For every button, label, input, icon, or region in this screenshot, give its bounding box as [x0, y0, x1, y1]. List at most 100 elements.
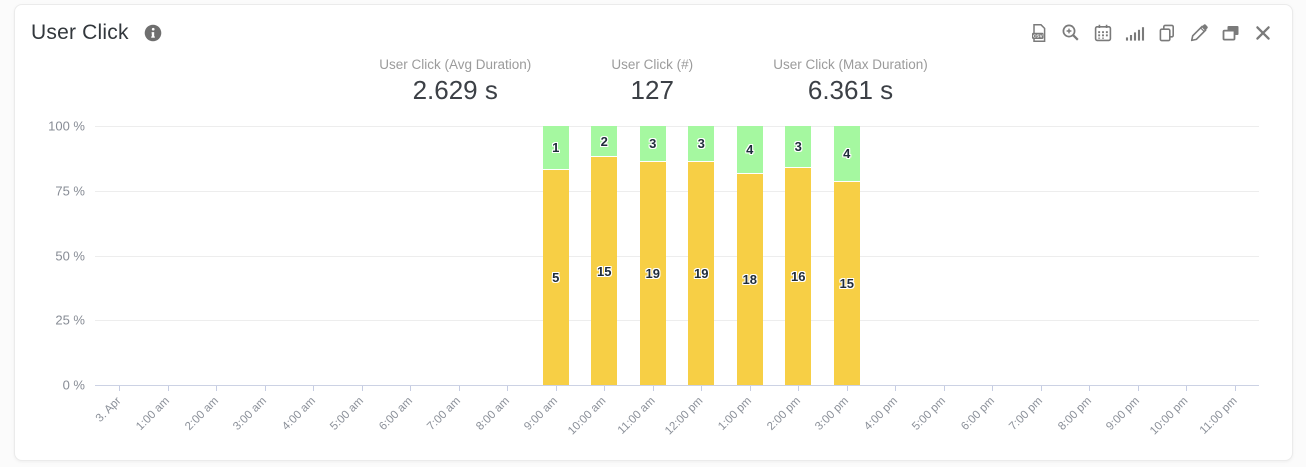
bar-segment-green[interactable]: 4 [736, 126, 763, 174]
plot-area: 1 5 2 15 3 19 3 19 4 18 3 16 4 15 100 % 75 % 50 % 25 % 0 … [48, 119, 1260, 393]
gridline [95, 126, 1259, 127]
bar-slot [483, 126, 532, 385]
x-axis-tick-label: 10:00 pm [1148, 395, 1191, 438]
bar-segment-yellow[interactable]: 5 [542, 169, 569, 385]
x-axis-tick-label: 4:00 pm [861, 395, 900, 433]
stacked-bar[interactable]: 3 16 [785, 126, 812, 385]
bar-slot: 3 19 [677, 126, 726, 385]
kpi-avg-duration: User Click (Avg Duration) 2.629 s [379, 56, 531, 105]
bar-segment-green[interactable]: 3 [785, 126, 812, 167]
x-axis-tick-label: 12:00 pm [663, 395, 706, 438]
tile-toolbar: CSV [1028, 22, 1274, 44]
bar-slot [968, 126, 1017, 385]
bar-segment-green[interactable]: 3 [688, 126, 715, 162]
bar-slot: 3 19 [629, 126, 678, 385]
bar-segment-value: 2 [600, 133, 608, 149]
x-axis-tick [410, 386, 412, 391]
x-axis-tick-label: 5:00 pm [910, 395, 949, 433]
calendar-icon[interactable] [1092, 22, 1114, 44]
x-axis-tick-label: 11:00 pm [1197, 395, 1240, 437]
bar-segment-value: 3 [697, 136, 705, 152]
bar-segment-yellow[interactable]: 18 [736, 173, 763, 385]
bar-segment-yellow[interactable]: 19 [639, 161, 666, 385]
x-axis-tick [361, 386, 363, 391]
export-csv-icon[interactable]: CSV [1028, 22, 1050, 44]
x-axis-tick-label: 9:00 pm [1104, 395, 1143, 433]
x-axis-tick [458, 386, 460, 391]
tile-header: User Click CSV [15, 5, 1292, 48]
bar-segment-green[interactable]: 1 [542, 126, 569, 170]
windows-icon[interactable] [1220, 22, 1242, 44]
x-axis-tick-label: 3. Apr [93, 395, 124, 425]
bar-slot: 4 18 [726, 126, 775, 385]
bar-segment-value: 5 [552, 270, 560, 286]
bar-slot [1211, 126, 1260, 385]
x-axis-tick-label: 11:00 am [615, 395, 658, 437]
bar-slot [1114, 126, 1163, 385]
bar-slot [920, 126, 969, 385]
bar-segment-value: 1 [552, 140, 560, 156]
x-axis-tick [1186, 386, 1188, 391]
x-axis-tick [895, 386, 897, 391]
bar-segment-green[interactable]: 2 [591, 126, 618, 157]
stacked-bar[interactable]: 3 19 [688, 126, 715, 385]
x-axis-tick [167, 386, 169, 391]
x-axis-tick-label: 8:00 pm [1055, 395, 1094, 433]
bar-segment-yellow[interactable]: 15 [591, 156, 618, 385]
stacked-bar[interactable]: 2 15 [591, 126, 618, 385]
x-axis: 3. Apr 1:00 am 2:00 am 3:00 am 4:00 am 5:00 a… [93, 386, 1259, 458]
bar-slot [192, 126, 241, 385]
user-click-tile: User Click CSV [14, 4, 1293, 461]
bar-slot [1017, 126, 1066, 385]
x-axis-tick-label: 6:00 pm [958, 395, 997, 433]
bar-segment-value: 18 [742, 272, 757, 288]
bar-slot [386, 126, 435, 385]
x-axis-tick-label: 4:00 am [279, 395, 318, 433]
x-axis-tick-label: 6:00 am [376, 395, 415, 433]
gridline [95, 320, 1259, 322]
x-axis-tick [604, 386, 606, 391]
x-axis-tick [652, 386, 654, 391]
bar-segment-value: 3 [649, 136, 657, 152]
bar-segment-value: 19 [645, 266, 660, 282]
x-axis-tick-label: 3:00 pm [813, 395, 852, 433]
bar-segment-value: 3 [794, 138, 802, 154]
gridline [95, 255, 1259, 257]
bar-segment-green[interactable]: 4 [833, 126, 860, 181]
edit-icon[interactable] [1188, 22, 1210, 44]
bar-slot [1065, 126, 1114, 385]
y-axis-tick-label: 25 % [55, 312, 85, 328]
bar-slot [95, 126, 144, 385]
x-axis-tick [798, 386, 800, 391]
bar-slot [144, 126, 193, 385]
stacked-bar[interactable]: 4 15 [833, 126, 860, 385]
zoom-in-icon[interactable] [1060, 22, 1082, 44]
info-icon[interactable] [144, 24, 162, 42]
bar-segment-value: 4 [843, 145, 851, 161]
bar-slot: 2 15 [580, 126, 629, 385]
stacked-bar[interactable]: 3 19 [639, 126, 666, 385]
x-axis-tick [264, 386, 266, 391]
close-icon[interactable] [1252, 22, 1274, 44]
x-axis-tick-label: 7:00 am [425, 395, 464, 433]
bar-segment-value: 4 [746, 142, 754, 158]
y-axis-tick-label: 0 % [62, 377, 85, 393]
bar-segment-green[interactable]: 3 [639, 126, 666, 162]
bar-slot [289, 126, 338, 385]
chart-bars-icon[interactable] [1124, 22, 1146, 44]
bar-slot [435, 126, 484, 385]
bar-segment-value: 15 [597, 263, 612, 279]
x-axis-tick [119, 386, 121, 391]
bar-segment-yellow[interactable]: 15 [833, 180, 860, 385]
x-axis-tick-label: 1:00 pm [716, 395, 755, 433]
kpi-row: User Click (Avg Duration) 2.629 s User C… [15, 56, 1292, 105]
stacked-bar[interactable]: 4 18 [736, 126, 763, 385]
bar-segment-yellow[interactable]: 19 [688, 161, 715, 385]
x-axis-tick [1137, 386, 1139, 391]
kpi-label: User Click (Max Duration) [773, 57, 928, 72]
x-axis-tick-label: 8:00 am [473, 395, 512, 433]
copy-icon[interactable] [1156, 22, 1178, 44]
bar-segment-yellow[interactable]: 16 [785, 166, 812, 385]
